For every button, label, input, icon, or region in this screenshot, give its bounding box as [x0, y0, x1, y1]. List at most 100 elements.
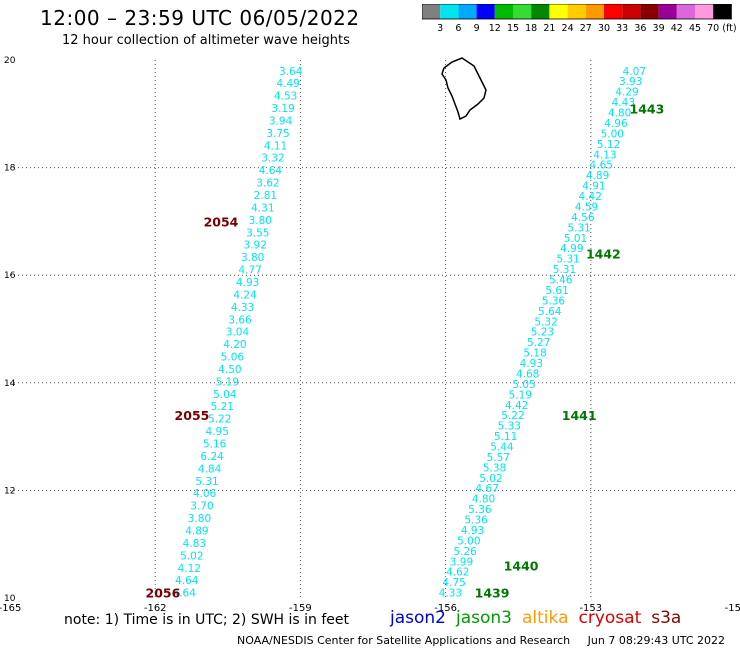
wave-height-value: 4.43	[612, 97, 635, 109]
satellite-legend: jason2 jason3 altika cryosat s3a	[390, 608, 691, 628]
y-tick-label: 16	[4, 271, 16, 281]
legend-item-s3a: s3a	[651, 608, 682, 628]
wave-height-value: 4.06	[193, 488, 217, 500]
wave-height-value: 4.12	[178, 563, 201, 575]
pass-time-label: 2054	[204, 214, 239, 229]
colorbar-label: 24	[562, 23, 574, 34]
colorbar-swatch	[585, 4, 604, 19]
colorbar-label: 33	[616, 23, 628, 34]
x-tick-label: -153	[579, 603, 602, 614]
wave-height-value: 5.36	[542, 295, 566, 307]
credit-time: Jun 7 08:29:43 UTC 2022	[587, 634, 726, 647]
wave-height-value: 5.38	[483, 462, 506, 474]
wave-height-value: 4.42	[505, 400, 528, 412]
colorbar-label: 39	[653, 23, 665, 34]
wave-height-value: 4.29	[615, 87, 638, 99]
colorbar-swatch	[567, 4, 586, 19]
wave-height-value: 5.06	[221, 352, 245, 364]
wave-height-value: 4.91	[582, 181, 605, 193]
wave-height-value: 5.36	[464, 515, 488, 527]
wave-height-value: 4.65	[590, 160, 613, 172]
wave-height-value: 5.16	[203, 439, 227, 451]
x-tick-label: -162	[144, 603, 167, 614]
wave-height-value: 5.02	[479, 473, 502, 485]
colorbar-swatch	[676, 4, 695, 19]
wave-height-value: 4.67	[476, 483, 499, 495]
legend-item-jason3: jason3	[456, 608, 512, 628]
wave-height-value: 5.02	[180, 550, 203, 562]
wave-height-value: 5.21	[211, 401, 234, 413]
colorbar-swatch	[713, 4, 732, 19]
wave-height-value: 5.32	[534, 316, 557, 328]
wave-height-value: 4.50	[218, 364, 241, 376]
y-tick-label: 20	[4, 56, 16, 66]
wave-height-value: 5.31	[567, 222, 590, 234]
wave-height-value: 3.19	[271, 103, 294, 115]
colorbar-unit: (ft)	[722, 23, 736, 34]
pass-time-label: 2055	[175, 408, 210, 423]
wave-height-value: 4.13	[593, 149, 616, 161]
legend-item-cryosat: cryosat	[578, 608, 642, 628]
wave-height-value: 5.05	[512, 379, 535, 391]
wave-height-value: 3.80	[188, 513, 211, 525]
wave-height-value: 3.80	[241, 252, 264, 264]
color-scale-legend: 3 6 9 12 15 18 21 24 27 30 33 36 39 42 45 70 (ft)	[422, 4, 737, 34]
x-tick-label: -150	[725, 603, 740, 614]
wave-height-value: 4.07	[623, 66, 646, 78]
colorbar-label: 30	[598, 23, 610, 34]
wave-height-value: 4.42	[579, 191, 602, 203]
wave-height-value: 4.77	[238, 265, 261, 277]
wave-height-value: 4.31	[251, 202, 274, 214]
colorbar-swatch	[476, 4, 495, 19]
y-tick-label: 14	[4, 379, 16, 389]
colorbar-label: 9	[474, 23, 480, 34]
wave-height-value: 5.12	[597, 139, 620, 151]
wave-height-value: 4.99	[560, 243, 583, 255]
colorbar-label: 21	[543, 23, 555, 34]
hawaii-island-outline	[441, 57, 487, 121]
legend-item-jason2: jason2	[390, 608, 446, 628]
colorbar-swatch	[422, 4, 441, 19]
wave-height-value: 5.22	[501, 410, 524, 422]
wave-height-value: 4.59	[575, 201, 598, 213]
colorbar-swatch	[604, 4, 623, 19]
wave-height-value: 5.22	[208, 414, 231, 426]
pass-time-label: 1442	[586, 247, 621, 262]
wave-height-value: 4.93	[461, 525, 484, 537]
wave-height-value: 4.96	[604, 118, 628, 130]
colorbar-label: 70	[707, 23, 719, 34]
wave-height-value: 5.18	[523, 348, 546, 360]
wave-height-value: 4.62	[446, 567, 469, 579]
wave-height-value: 5.46	[549, 275, 573, 287]
wave-height-value: 5.33	[498, 421, 521, 433]
y-tick-label: 10	[4, 594, 16, 604]
wave-height-value: 4.64	[173, 588, 197, 600]
colorbar-label: 42	[671, 23, 683, 34]
credit-line: NOAA/NESDIS Center for Satellite Applica…	[237, 634, 739, 647]
wave-height-value: 4.75	[442, 577, 465, 589]
wave-height-value: 4.33	[439, 588, 462, 600]
wave-height-value: 5.31	[195, 476, 218, 488]
wave-height-value: 3.62	[256, 178, 279, 190]
pass-time-label: 1441	[562, 408, 597, 423]
colorbar-swatch	[622, 4, 641, 19]
colorbar-label: 36	[634, 23, 646, 34]
wave-height-value: 3.94	[269, 115, 293, 127]
wave-height-value: 5.23	[531, 327, 554, 339]
page-subtitle: 12 hour collection of altimeter wave hei…	[62, 33, 350, 48]
wave-height-value: 5.36	[468, 504, 492, 516]
colorbar-swatch	[513, 4, 532, 19]
wave-height-value: 5.61	[545, 285, 568, 297]
wave-height-value: 5.04	[213, 389, 237, 401]
wave-height-value: 5.31	[553, 264, 576, 276]
wave-height-value: 4.64	[175, 575, 199, 587]
wave-height-value: 6.24	[200, 451, 224, 463]
wave-height-value: 5.44	[490, 441, 514, 453]
wave-height-value: 4.49	[276, 78, 299, 90]
colorbar-label: 18	[525, 23, 537, 34]
colorbar-label: 12	[489, 23, 501, 34]
colorbar-label: 45	[689, 23, 701, 34]
footer-note: note: 1) Time is in UTC; 2) SWH is in fe…	[64, 612, 350, 628]
wave-height-value: 3.70	[190, 501, 213, 513]
